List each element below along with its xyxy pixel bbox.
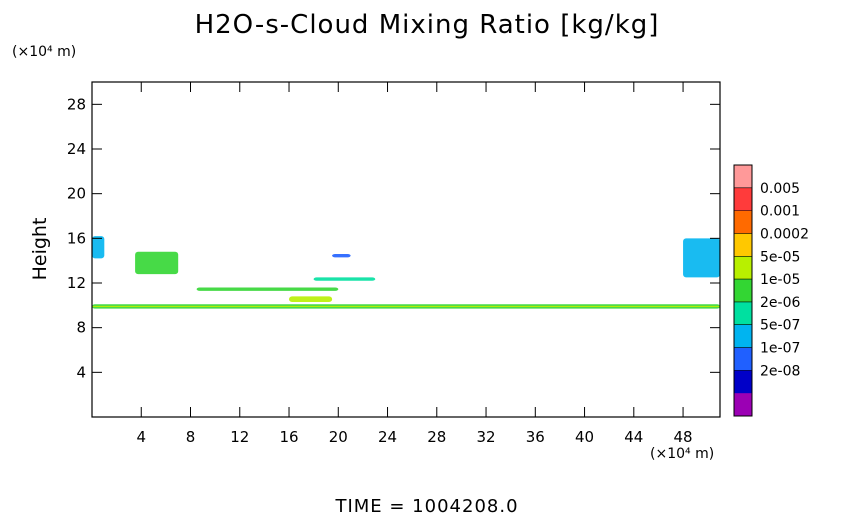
colorbar: 0.005 0.001 0.0002 5e-05 1e-05 2e-06 5e-07 1e-0… <box>733 164 809 417</box>
y-axis-label: Height <box>29 218 51 281</box>
colorbar-label: 2e-08 <box>760 363 800 379</box>
colorbar-swatch <box>734 279 752 303</box>
y-tick-label: 16 <box>67 229 86 247</box>
colorbar-frame <box>733 164 753 417</box>
colorbar-swatch <box>734 187 752 212</box>
contour-fill-layer <box>92 236 720 309</box>
x-tick-label: 12 <box>230 428 249 446</box>
cloud-region-5 <box>92 236 105 259</box>
time-label: TIME = 1004208.0 <box>335 496 519 517</box>
y-tick-label: 24 <box>67 140 86 158</box>
cloud-region-4 <box>135 251 179 275</box>
x-axis-unit: (×10⁴ m) <box>650 446 715 462</box>
chart-title: H2O-s-Cloud Mixing Ratio [kg/kg] <box>194 10 660 40</box>
cloud-region-8 <box>289 296 333 302</box>
colorbar-label: 0.0002 <box>760 226 809 242</box>
x-tick-label: 24 <box>378 428 397 446</box>
x-tick-label: 4 <box>136 428 146 446</box>
colorbar-swatch <box>734 324 752 348</box>
colorbar-swatch <box>734 210 752 234</box>
colorbar-swatch <box>734 347 752 371</box>
y-tick-label: 8 <box>76 319 86 337</box>
colorbar-label: 5e-07 <box>760 318 800 334</box>
cloud-region-1 <box>92 305 720 308</box>
x-tick-label: 20 <box>329 428 348 446</box>
cloud-region-3 <box>313 277 376 281</box>
y-axis: 4 8 12 16 20 24 28 <box>67 95 720 381</box>
y-tick-label: 12 <box>67 274 86 292</box>
colorbar-label: 0.001 <box>760 204 800 220</box>
x-tick-label: 16 <box>279 428 298 446</box>
colorbar-swatch <box>734 165 752 189</box>
x-tick-label: 48 <box>674 428 693 446</box>
y-tick-label: 4 <box>76 363 86 381</box>
x-tick-label: 36 <box>526 428 545 446</box>
cloud-region-2 <box>196 287 339 291</box>
colorbar-label: 1e-05 <box>760 272 800 288</box>
cloud-region-7 <box>332 253 351 258</box>
colorbar-swatch <box>734 233 752 257</box>
x-tick-label: 32 <box>476 428 495 446</box>
colorbar-swatch <box>734 393 752 417</box>
colorbar-label: 0.005 <box>760 181 800 197</box>
x-tick-label: 40 <box>575 428 594 446</box>
colorbar-swatch <box>734 301 752 326</box>
plot-frame <box>91 81 721 418</box>
y-tick-label: 20 <box>67 185 86 203</box>
x-tick-label: 44 <box>624 428 643 446</box>
y-tick-label: 28 <box>67 95 86 113</box>
colorbar-label: 1e-07 <box>760 341 800 357</box>
colorbar-label: 2e-06 <box>760 295 800 311</box>
cloud-region-6 <box>683 238 720 278</box>
x-tick-label: 28 <box>427 428 446 446</box>
x-axis: 4 8 12 16 20 24 28 32 36 40 44 48 <box>136 82 693 446</box>
colorbar-swatch <box>734 370 752 394</box>
colorbar-label: 5e-05 <box>760 249 800 265</box>
colorbar-swatch <box>734 256 752 280</box>
x-tick-label: 8 <box>186 428 196 446</box>
y-axis-unit: (×10⁴ m) <box>12 44 77 60</box>
